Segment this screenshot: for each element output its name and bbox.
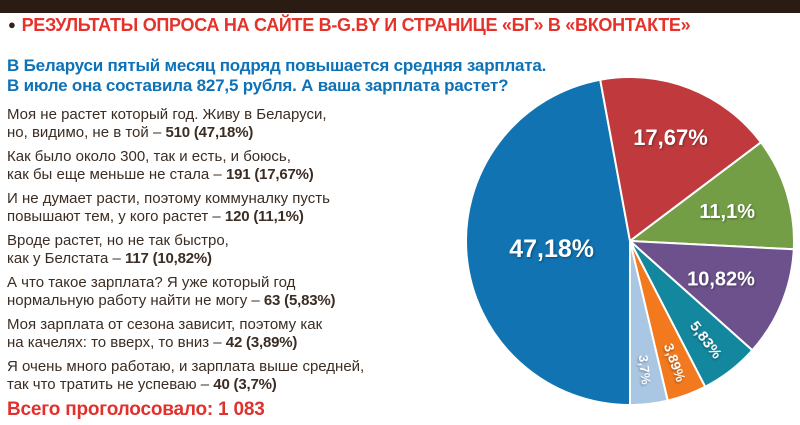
pie-slice-label-3: 11,1% — [699, 201, 755, 223]
answer-item-2: Как было около 300, так и есть, и боюсь,… — [7, 148, 477, 183]
pie-slice-7 — [629, 240, 669, 406]
answer-votes: 117 (10,82%) — [125, 249, 212, 267]
answer-text: так что тратить не успеваю – — [7, 375, 214, 393]
answer-votes: 191 (17,67%) — [225, 165, 314, 183]
answer-text: нормальную работу найти не могу – — [7, 291, 264, 309]
poll-question: В Беларуси пятый месяц подряд повышается… — [7, 56, 547, 95]
answer-text: Вроде растет, но не так быстро, — [7, 232, 229, 249]
poll-question-line1: В Беларуси пятый месяц подряд повышается… — [7, 56, 547, 75]
pie-slice-2 — [599, 75, 763, 242]
page-title-text: РЕЗУЛЬТАТЫ ОПРОСА НА САЙТЕ B-G.BY И СТРА… — [21, 15, 691, 35]
answer-text: И не думает расти, поэтому коммуналку пу… — [7, 190, 330, 207]
answers-list: Моя не растет который год. Живу в Белару… — [7, 106, 477, 400]
pie-slice-label-1: 47,18% — [509, 235, 594, 263]
answer-text: как бы еще меньше не стала – — [7, 165, 226, 183]
poll-question-line2: В июле она составила 827,5 рубля. А ваша… — [7, 75, 509, 95]
pie-slice-4 — [629, 240, 795, 352]
answer-votes: 42 (3,89%) — [225, 333, 298, 351]
answer-text: Я очень много работаю, и зарплата выше с… — [7, 358, 365, 375]
answer-text: Моя зарплата от сезона зависит, поэтому … — [7, 316, 323, 333]
pie-slice-label-2: 17,67% — [633, 125, 708, 150]
bullet-icon: ● — [8, 17, 16, 32]
top-bar — [0, 0, 800, 13]
answer-item-5: А что такое зарплата? Я уже который год н… — [7, 274, 477, 309]
pie-slice-label-4: 10,82% — [687, 268, 755, 290]
answer-item-6: Моя зарплата от сезона зависит, поэтому … — [7, 316, 477, 351]
page-title: ● РЕЗУЛЬТАТЫ ОПРОСА НА САЙТЕ B-G.BY И СТР… — [8, 14, 788, 36]
answer-votes: 40 (3,7%) — [213, 375, 277, 393]
answer-text: А что такое зарплата? Я уже который год — [7, 274, 296, 291]
total-votes: Всего проголосовало: 1 083 — [7, 399, 265, 420]
answer-item-3: И не думает расти, поэтому коммуналку пу… — [7, 190, 477, 225]
answer-text: Как было около 300, так и есть, и боюсь, — [7, 148, 291, 165]
answer-text: но, видимо, не в той – — [7, 123, 166, 141]
answer-item-7: Я очень много работаю, и зарплата выше с… — [7, 358, 477, 393]
answer-item-1: Моя не растет который год. Живу в Белару… — [7, 106, 477, 141]
pie-chart: 47,18%17,67%11,1%10,82%5,83%3,89%3,7% — [465, 75, 795, 406]
answer-votes: 510 (47,18%) — [165, 123, 254, 141]
pie-slice-1 — [465, 78, 631, 406]
answer-item-4: Вроде растет, но не так быстро, как у Бел… — [7, 232, 477, 267]
pie-slice-label-7: 3,7% — [636, 354, 654, 385]
answer-text: Моя не растет который год. Живу в Белару… — [7, 106, 327, 123]
answer-votes: 63 (5,83%) — [263, 291, 336, 309]
answer-votes: 120 (11,1%) — [224, 207, 304, 225]
answer-text: как у Белстата – — [7, 249, 126, 267]
pie-slice-3 — [629, 141, 795, 251]
answer-text: повышают тем, у кого растет – — [7, 207, 225, 225]
answer-text: на качелях: то вверх, то вниз – — [7, 333, 226, 351]
